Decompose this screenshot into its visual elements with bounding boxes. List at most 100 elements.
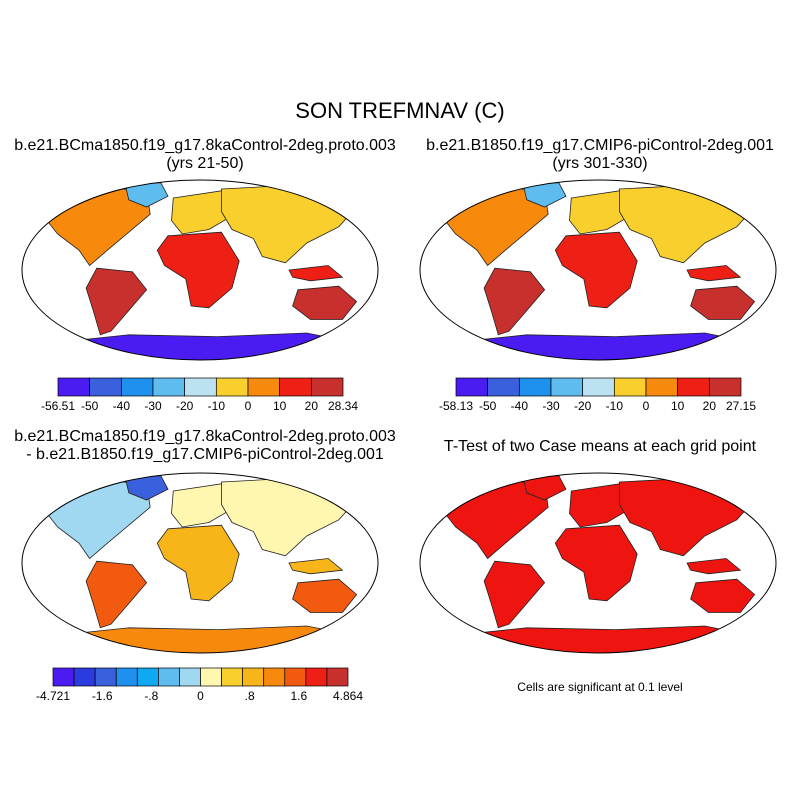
colorbar-3-box (115, 667, 138, 687)
figure-title: SON TREFMNAV (C) (295, 98, 505, 123)
panel-4-title-line1: T-Test of two Case means at each grid po… (443, 438, 757, 455)
map-panel-4 (440, 475, 769, 653)
landmass-samerica (85, 560, 148, 629)
landmass-samerica (483, 560, 546, 629)
map-border-4 (419, 472, 777, 654)
colorbar-1-label: 0 (245, 399, 252, 413)
landmass-seasia (686, 558, 742, 575)
colorbar-1-box (152, 377, 186, 397)
colorbar-3-label: -1.6 (92, 689, 113, 703)
landmass-asia (220, 477, 358, 557)
landmass-australia (292, 578, 358, 613)
panel-1-title-line1: b.e21.BCma1850.f19_g17.8kaControl-2deg.p… (14, 137, 396, 154)
panel-3-title-line2: - b.e21.B1850.f19_g17.CMIP6-piControl-2d… (26, 446, 384, 463)
colorbar-1-label: 20 (305, 399, 319, 413)
colorbar-1-label: -56.51 (41, 399, 75, 413)
colorbar-2-box (708, 377, 742, 397)
panel-3-title-line1: b.e21.BCma1850.f19_g17.8kaControl-2deg.p… (14, 428, 396, 445)
panel-1-title: b.e21.BCma1850.f19_g17.8kaControl-2deg.p… (0, 137, 410, 173)
colorbar-3-box (179, 667, 201, 687)
colorbar-3-box (158, 667, 180, 687)
landmass-seasia (686, 265, 742, 282)
panel-2-title: b.e21.B1850.f19_g17.CMIP6-piControl-2deg… (395, 137, 800, 173)
colorbar-3-box (52, 667, 75, 687)
colorbar-2: -58.13 -50 -40 -30 -20 -10 0 10 20 27.15 (439, 377, 756, 413)
colorbar-1-label: 28.34 (328, 399, 358, 413)
colorbar-3-box (284, 667, 307, 687)
colorbar-1-box (215, 377, 249, 397)
colorbar-3-box (73, 667, 96, 687)
colorbar-2-box (455, 377, 489, 397)
colorbar-3-box (136, 667, 159, 687)
landmass-africa (156, 231, 240, 309)
colorbar-2-box (677, 377, 710, 397)
colorbar-1-box (310, 377, 344, 397)
colorbar-2-label: 27.15 (726, 399, 756, 413)
landmass-africa (554, 524, 638, 602)
colorbar-3: -4.721 -1.6 -.8 0 .8 1.6 4.864 (36, 667, 363, 703)
landmass-africa (156, 524, 240, 602)
colorbar-3-label: 4.864 (333, 689, 363, 703)
colorbar-3-label: -4.721 (36, 689, 70, 703)
colorbar-3-box (263, 667, 286, 687)
colorbar-3-box (242, 667, 265, 687)
map-border-3 (21, 472, 379, 654)
colorbar-1-box (89, 377, 122, 397)
colorbar-3-box (221, 667, 243, 687)
colorbar-1-label: -50 (81, 399, 99, 413)
colorbar-1-label: -30 (144, 399, 162, 413)
colorbar-2-label: -40 (511, 399, 529, 413)
colorbar-2-label: 0 (643, 399, 650, 413)
colorbar-1-label: 10 (273, 399, 287, 413)
colorbar-2-box (613, 377, 647, 397)
landmass-australia (292, 285, 358, 320)
landmass-samerica (85, 267, 148, 336)
colorbar-2-box (582, 377, 615, 397)
colorbar-3-label: 1.6 (290, 689, 307, 703)
colorbar-1-box (247, 377, 281, 397)
landmass-asia (619, 477, 756, 557)
colorbar-2-label: -58.13 (439, 399, 473, 413)
landmass-asia (220, 184, 358, 264)
colorbar-3-box (305, 667, 328, 687)
colorbar-3-label: .8 (245, 689, 255, 703)
landmass-africa (554, 231, 638, 309)
landmass-seasia (288, 558, 344, 575)
colorbar-3-label: -.8 (144, 689, 158, 703)
landmass-australia (690, 285, 756, 320)
landmass-samerica (483, 267, 546, 336)
colorbar-1-box (120, 377, 154, 397)
colorbar-2-label: 20 (703, 399, 717, 413)
colorbar-3-box (200, 667, 222, 687)
map-panel-3 (42, 475, 371, 653)
map-panel-1 (42, 182, 371, 360)
colorbar-3-label: 0 (197, 689, 204, 703)
colorbar-2-box (487, 377, 520, 397)
colorbar-1-box (279, 377, 312, 397)
colorbar-2-label: 10 (671, 399, 685, 413)
map-border-1 (21, 179, 379, 361)
panel-1-title-line2: (yrs 21-50) (166, 155, 244, 172)
landmass-asia (619, 184, 756, 264)
map-panel-2 (440, 182, 769, 360)
panel-3-title: b.e21.BCma1850.f19_g17.8kaControl-2deg.p… (0, 428, 410, 464)
colorbar-1-label: -20 (176, 399, 194, 413)
colorbar-1-box (184, 377, 217, 397)
panel-2-title-line2: (yrs 301-330) (552, 155, 648, 172)
colorbar-2-box (518, 377, 552, 397)
colorbar-2-label: -10 (606, 399, 624, 413)
significance-note: Cells are significant at 0.1 level (517, 680, 683, 694)
map-border-2 (419, 179, 777, 361)
panel-2-title-line1: b.e21.B1850.f19_g17.CMIP6-piControl-2deg… (426, 137, 774, 154)
colorbar-3-box (94, 667, 117, 687)
colorbar-1-label: -40 (113, 399, 131, 413)
colorbar-1-box (57, 377, 91, 397)
panel-4-title: T-Test of two Case means at each grid po… (395, 438, 800, 456)
colorbar-3-box (326, 667, 349, 687)
colorbar-1-label: -10 (208, 399, 226, 413)
colorbar-2-label: -30 (542, 399, 560, 413)
landmass-seasia (288, 265, 344, 282)
colorbar-1: -56.51 -50 -40 -30 -20 -10 0 10 20 28.34 (41, 377, 358, 413)
landmass-australia (690, 578, 756, 613)
